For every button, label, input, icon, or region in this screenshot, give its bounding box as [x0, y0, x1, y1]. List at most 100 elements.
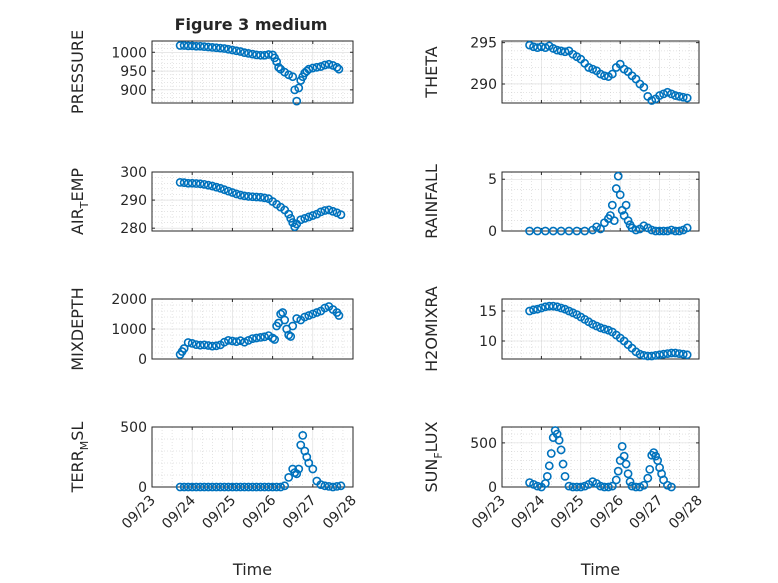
pressure-data-point: [219, 44, 229, 53]
sun_flux-ylabel-part: F: [432, 452, 445, 458]
sun_flux-ylabel: SUNFLUX: [422, 421, 445, 492]
air_temp-data-point: [199, 179, 209, 189]
terr_msl-data-point: [236, 482, 245, 492]
air_temp-data-point: [256, 192, 265, 202]
mixdepth-data-point: [191, 340, 201, 349]
sun_flux-data-point: [607, 481, 617, 491]
mixdepth-ytick-label: 2000: [111, 292, 147, 308]
sun_flux-data-point: [603, 482, 613, 492]
sun_flux-data-point: [542, 472, 552, 481]
terr_msl-data-point: [324, 481, 334, 491]
mixdepth-ylabel-part: MIXDEPTH: [68, 287, 87, 370]
rainfall-data-point: [674, 226, 684, 236]
pressure-data-point: [256, 50, 265, 60]
h2omixra-data-point: [596, 323, 605, 333]
air_temp-data-point: [244, 192, 253, 201]
mixdepth-data-point: [308, 309, 318, 319]
pressure-data-point: [308, 63, 318, 73]
sun_flux-data-point: [576, 482, 586, 492]
rainfall-data-point: [621, 200, 631, 210]
rainfall-data-point: [611, 184, 621, 193]
h2omixra-data-point: [655, 350, 664, 360]
pressure-data-point: [272, 57, 282, 67]
pressure-data-point: [294, 83, 304, 93]
pressure-subplot: 900 950 1000 PRESSURE: [68, 30, 354, 114]
terr_msl-ylabel: TERRMSL: [68, 422, 91, 494]
mixdepth-data-point: [232, 337, 241, 346]
h2omixra-data-point: [525, 306, 534, 316]
sun_flux-data-point: [611, 475, 621, 485]
terr_msl-data-point: [187, 482, 197, 492]
pressure-data-point: [248, 49, 257, 59]
mixdepth-data-point: [284, 330, 294, 340]
air_temp-data-point: [175, 177, 185, 187]
pressure-data-point: [199, 42, 209, 52]
mixdepth-data-point: [187, 338, 197, 348]
pressure-data-point: [207, 42, 217, 52]
terr_msl-data-point: [215, 482, 225, 492]
sun_flux-data-point: [619, 451, 629, 461]
theta-data-point: [674, 91, 684, 101]
sun_flux-data-point: [639, 480, 649, 490]
rainfall-data-point: [659, 226, 668, 236]
terr_msl-data-point: [175, 482, 185, 492]
mixdepth-data-point: [270, 335, 280, 344]
pressure-data-point: [203, 42, 213, 52]
h2omixra-data-point: [635, 349, 645, 359]
h2omixra-data-point: [548, 301, 558, 311]
rainfall-ylabel-part: RAINFALL: [422, 164, 441, 239]
air_temp-data-point: [187, 178, 197, 188]
air_temp-plot-area: [151, 171, 354, 232]
theta-ylabel: THETA: [422, 46, 441, 98]
pressure-data-point: [191, 41, 201, 51]
sun_flux-data-point: [544, 461, 554, 471]
mixdepth-data-point: [236, 336, 245, 346]
terr_msl-data-point: [280, 481, 290, 491]
mixdepth-data-point: [195, 340, 205, 350]
air_temp-data-point: [284, 209, 294, 219]
mixdepth-subplot: 0 1000 2000 MIXDEPTH: [68, 287, 354, 371]
pressure-data-point: [274, 62, 284, 72]
mixdepth-data-point: [240, 337, 249, 347]
pressure-data-point: [227, 45, 237, 55]
terr_msl-data-point: [328, 482, 338, 492]
terr_msl-xtick-label: 09/27: [280, 493, 320, 533]
air_temp-data-point: [328, 206, 338, 216]
terr_msl-data-point: [191, 482, 201, 492]
terr_msl-data-point: [316, 480, 326, 489]
terr_msl-data-point: [232, 482, 241, 492]
mixdepth-data-point: [280, 315, 290, 325]
mixdepth-data-point: [320, 303, 330, 313]
rainfall-data-point: [670, 226, 680, 236]
terr_msl-ylabel-part: SL: [68, 422, 87, 441]
h2omixra-ytick-label: 10: [479, 334, 497, 350]
air_temp-ytick-label: 300: [120, 165, 147, 181]
sun_flux-ylabel-part: LUX: [422, 421, 441, 452]
sun_flux-data-point: [546, 449, 556, 458]
pressure-data-point: [240, 48, 249, 58]
theta-ytick-label: 290: [470, 77, 497, 93]
mixdepth-data-point: [276, 309, 286, 319]
theta-data-point: [682, 93, 692, 103]
terr_msl-data-point: [199, 482, 209, 492]
terr_msl-data-point: [244, 482, 253, 492]
sun_flux-data-point: [558, 459, 568, 469]
terr_msl-data-point: [264, 482, 273, 492]
air_temp-data-point: [215, 183, 225, 193]
air_temp-data-point: [207, 181, 217, 191]
rainfall-data-point: [596, 224, 605, 234]
sun_flux-data-point: [651, 451, 661, 461]
air_temp-data-point: [336, 210, 346, 220]
air_temp-data-point: [300, 213, 310, 223]
air_temp-data-point: [183, 178, 193, 188]
mixdepth-data-point: [256, 332, 265, 342]
air_temp-data-point: [316, 207, 326, 217]
terr_msl-data-point: [219, 482, 229, 492]
mixdepth-data-point: [244, 335, 253, 345]
h2omixra-data-point: [552, 302, 562, 312]
air_temp-data-point: [236, 190, 245, 200]
air_temp-data-point: [320, 206, 330, 215]
mixdepth-data-point: [207, 341, 217, 351]
pressure-data-point: [215, 43, 225, 53]
